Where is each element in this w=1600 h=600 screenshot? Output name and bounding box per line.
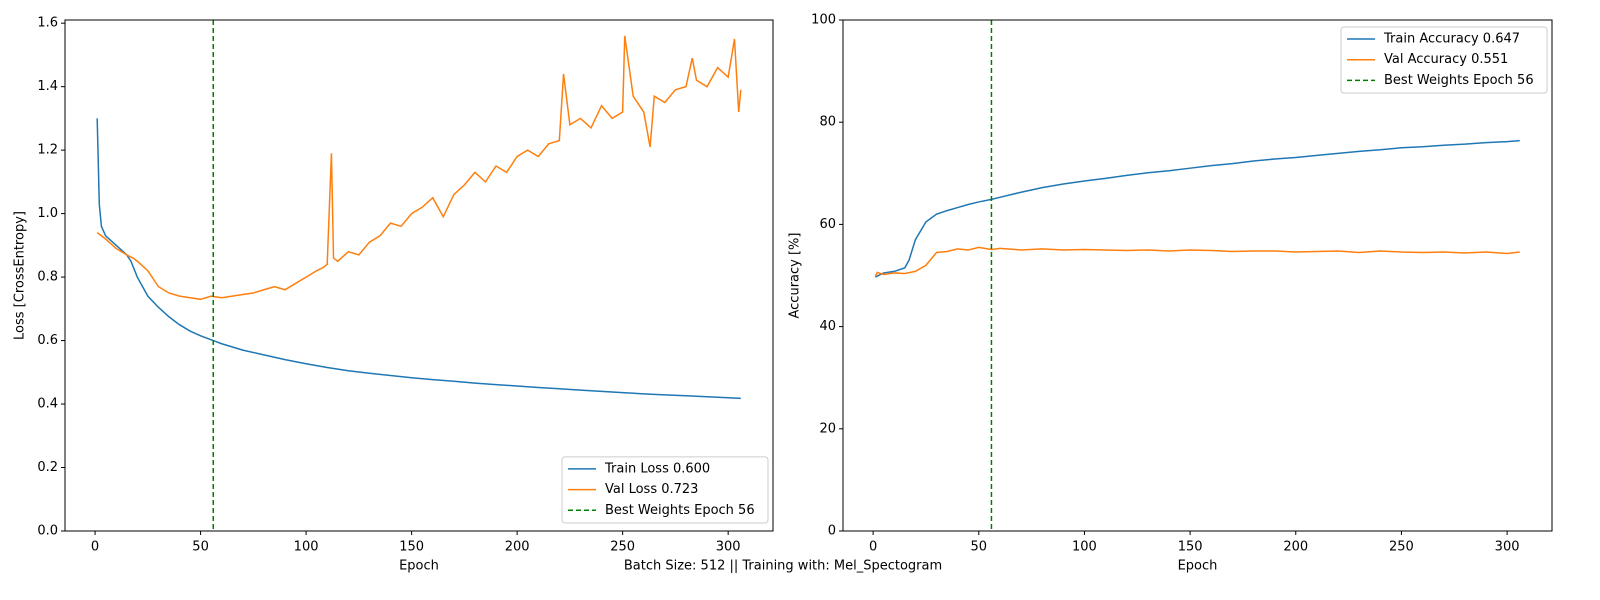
footer: Batch Size: 512 || Training with: Mel_Sp… <box>624 559 942 574</box>
x-tick-label: 100 <box>294 540 319 555</box>
y-tick-label: 1.2 <box>37 143 58 158</box>
data-line <box>96 35 742 301</box>
x-tick-label: 50 <box>192 540 209 555</box>
y-axis-label: Loss [CrossEntropy] <box>13 211 28 340</box>
legend-label: Train Loss 0.600 <box>604 461 710 476</box>
y-tick-label: 80 <box>819 115 836 130</box>
legend-label: Train Accuracy 0.647 <box>1383 32 1520 47</box>
x-tick-label: 0 <box>91 540 99 555</box>
plot-frame <box>842 19 1553 532</box>
y-tick-label: 60 <box>819 217 836 232</box>
data-line <box>874 139 1520 278</box>
legend-label: Val Accuracy 0.551 <box>1384 52 1508 67</box>
x-tick-label: 0 <box>869 540 877 555</box>
y-tick-label: 0.2 <box>37 460 58 475</box>
y-tick-label: 0.4 <box>37 397 58 412</box>
x-tick-label: 50 <box>971 540 988 555</box>
x-tick-label: 150 <box>1178 540 1203 555</box>
legend-box <box>1340 26 1548 94</box>
y-tick-label: 1.4 <box>37 79 58 94</box>
y-tick-label: 0.0 <box>37 524 58 539</box>
y-tick-label: 1.0 <box>37 206 58 221</box>
y-tick-label: 0.6 <box>37 333 58 348</box>
x-tick-label: 200 <box>505 540 530 555</box>
legend-label: Best Weights Epoch 56 <box>1384 73 1534 88</box>
y-tick-label: 1.6 <box>37 16 58 31</box>
x-axis-label: Epoch <box>399 559 439 574</box>
y-tick-label: 40 <box>819 319 836 334</box>
plot-frame <box>64 19 774 532</box>
legend-label: Val Loss 0.723 <box>605 482 698 497</box>
x-tick-label: 200 <box>1283 540 1308 555</box>
y-tick-label: 20 <box>819 421 836 436</box>
data-line <box>874 246 1520 277</box>
x-tick-label: 100 <box>1072 540 1097 555</box>
x-tick-label: 300 <box>1495 540 1520 555</box>
y-tick-label: 0 <box>828 524 836 539</box>
x-tick-label: 250 <box>610 540 635 555</box>
legend-box <box>561 456 769 524</box>
x-tick-label: 250 <box>1389 540 1414 555</box>
y-axis-label: Accuracy [%] <box>788 233 803 319</box>
legend-label: Best Weights Epoch 56 <box>605 503 755 518</box>
x-tick-label: 150 <box>399 540 424 555</box>
x-axis-label: Epoch <box>1178 559 1218 574</box>
y-tick-label: 100 <box>811 13 836 28</box>
y-tick-label: 0.8 <box>37 270 58 285</box>
x-tick-label: 300 <box>716 540 741 555</box>
data-line <box>96 118 741 400</box>
